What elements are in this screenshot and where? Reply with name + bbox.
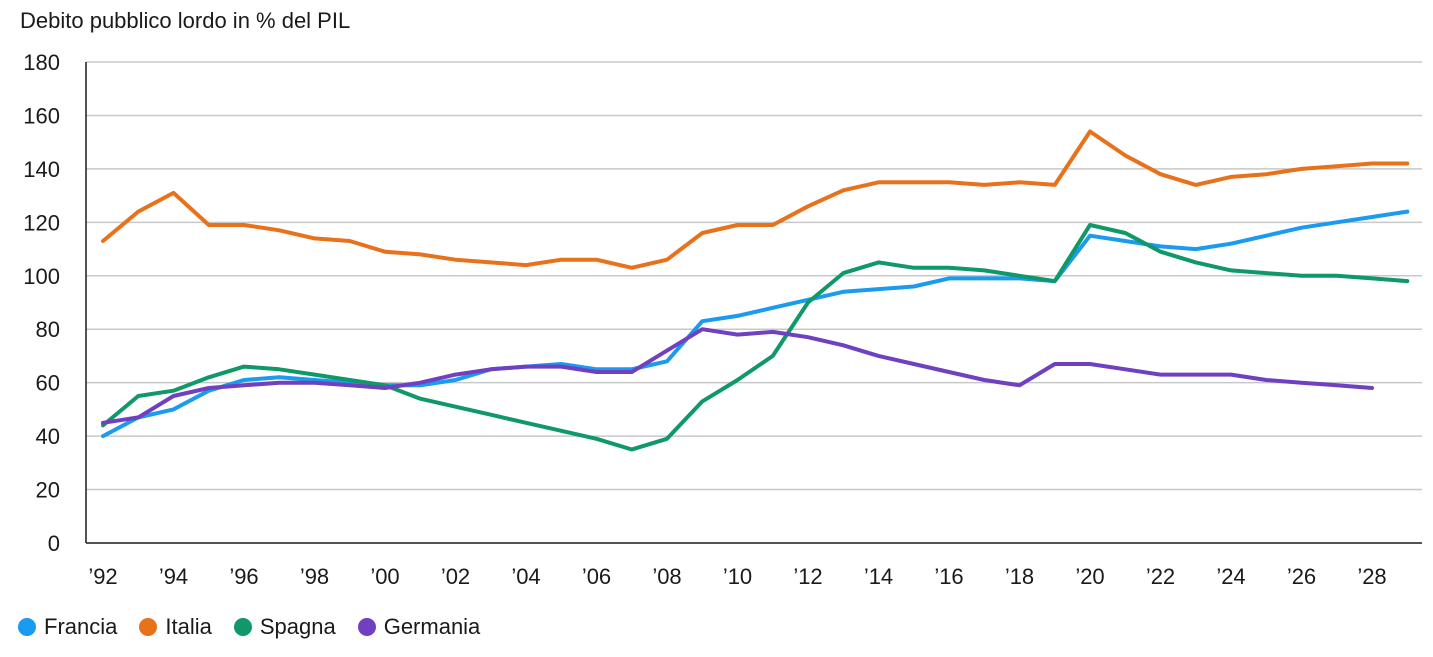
gridlines <box>86 61 1422 491</box>
legend-item-italia: Italia <box>139 614 212 640</box>
series-line-italia <box>101 129 1410 270</box>
y-tick-label: 160 <box>23 103 60 128</box>
x-tick-label: ’18 <box>1005 564 1034 589</box>
y-tick-label: 20 <box>36 478 60 503</box>
legend-item-spagna: Spagna <box>233 614 336 640</box>
x-tick-label: ’14 <box>864 564 893 589</box>
legend-label: Germania <box>383 614 481 639</box>
x-tick-label: ’96 <box>229 564 258 589</box>
y-tick-label: 0 <box>48 531 60 556</box>
x-tick-label: ’28 <box>1357 564 1386 589</box>
legend-label: Italia <box>165 614 212 639</box>
legend: Francia Italia Spagna Germania <box>18 614 502 640</box>
series-lines <box>101 129 1410 452</box>
x-tick-label: ’10 <box>723 564 752 589</box>
x-tick-label: ’26 <box>1287 564 1316 589</box>
y-tick-label: 100 <box>23 264 60 289</box>
series-line-francia <box>101 209 1410 439</box>
legend-label: Spagna <box>259 614 336 639</box>
legend-swatch <box>139 618 158 636</box>
x-tick-label: ’12 <box>793 564 822 589</box>
axes <box>85 62 1422 544</box>
x-tick-label: ’06 <box>582 564 611 589</box>
chart-title: Debito pubblico lordo in % del PIL <box>20 8 351 33</box>
legend-swatch <box>18 618 36 636</box>
y-tick-label: 120 <box>23 210 60 235</box>
x-tick-label: ’00 <box>370 564 399 589</box>
y-tick-label: 80 <box>36 317 60 342</box>
x-tick-label: ’92 <box>88 564 117 589</box>
series-line-spagna <box>101 223 1410 452</box>
y-tick-label: 140 <box>23 157 60 182</box>
x-tick-label: ’94 <box>159 564 188 589</box>
y-tick-label: 40 <box>36 424 60 449</box>
legend-swatch <box>233 618 252 636</box>
y-tick-label: 180 <box>23 50 60 75</box>
legend-swatch <box>357 618 376 636</box>
x-tick-label: ’08 <box>652 564 681 589</box>
x-tick-label: ’98 <box>300 564 329 589</box>
tick-labels: 0 20 40 60 80 100 120 140 160 180 ’92 ’94 ’96 ’98 ’00 ’… <box>23 50 1386 589</box>
x-tick-label: ’20 <box>1075 564 1104 589</box>
line-chart: 0 20 40 60 80 100 120 140 160 180 ’92 ’94 ’96 ’98 ’00 ’… <box>23 50 1422 589</box>
legend-item-germania: Germania <box>357 614 481 640</box>
x-tick-label: ’16 <box>934 564 963 589</box>
y-tick-label: 60 <box>36 371 60 396</box>
x-tick-label: ’02 <box>441 564 470 589</box>
legend-label: Francia <box>44 614 118 639</box>
x-tick-label: ’24 <box>1216 564 1245 589</box>
series-line-germania <box>101 327 1374 425</box>
x-tick-label: ’04 <box>511 564 540 589</box>
x-tick-label: ’22 <box>1146 564 1175 589</box>
legend-item-francia: Francia <box>18 614 117 640</box>
